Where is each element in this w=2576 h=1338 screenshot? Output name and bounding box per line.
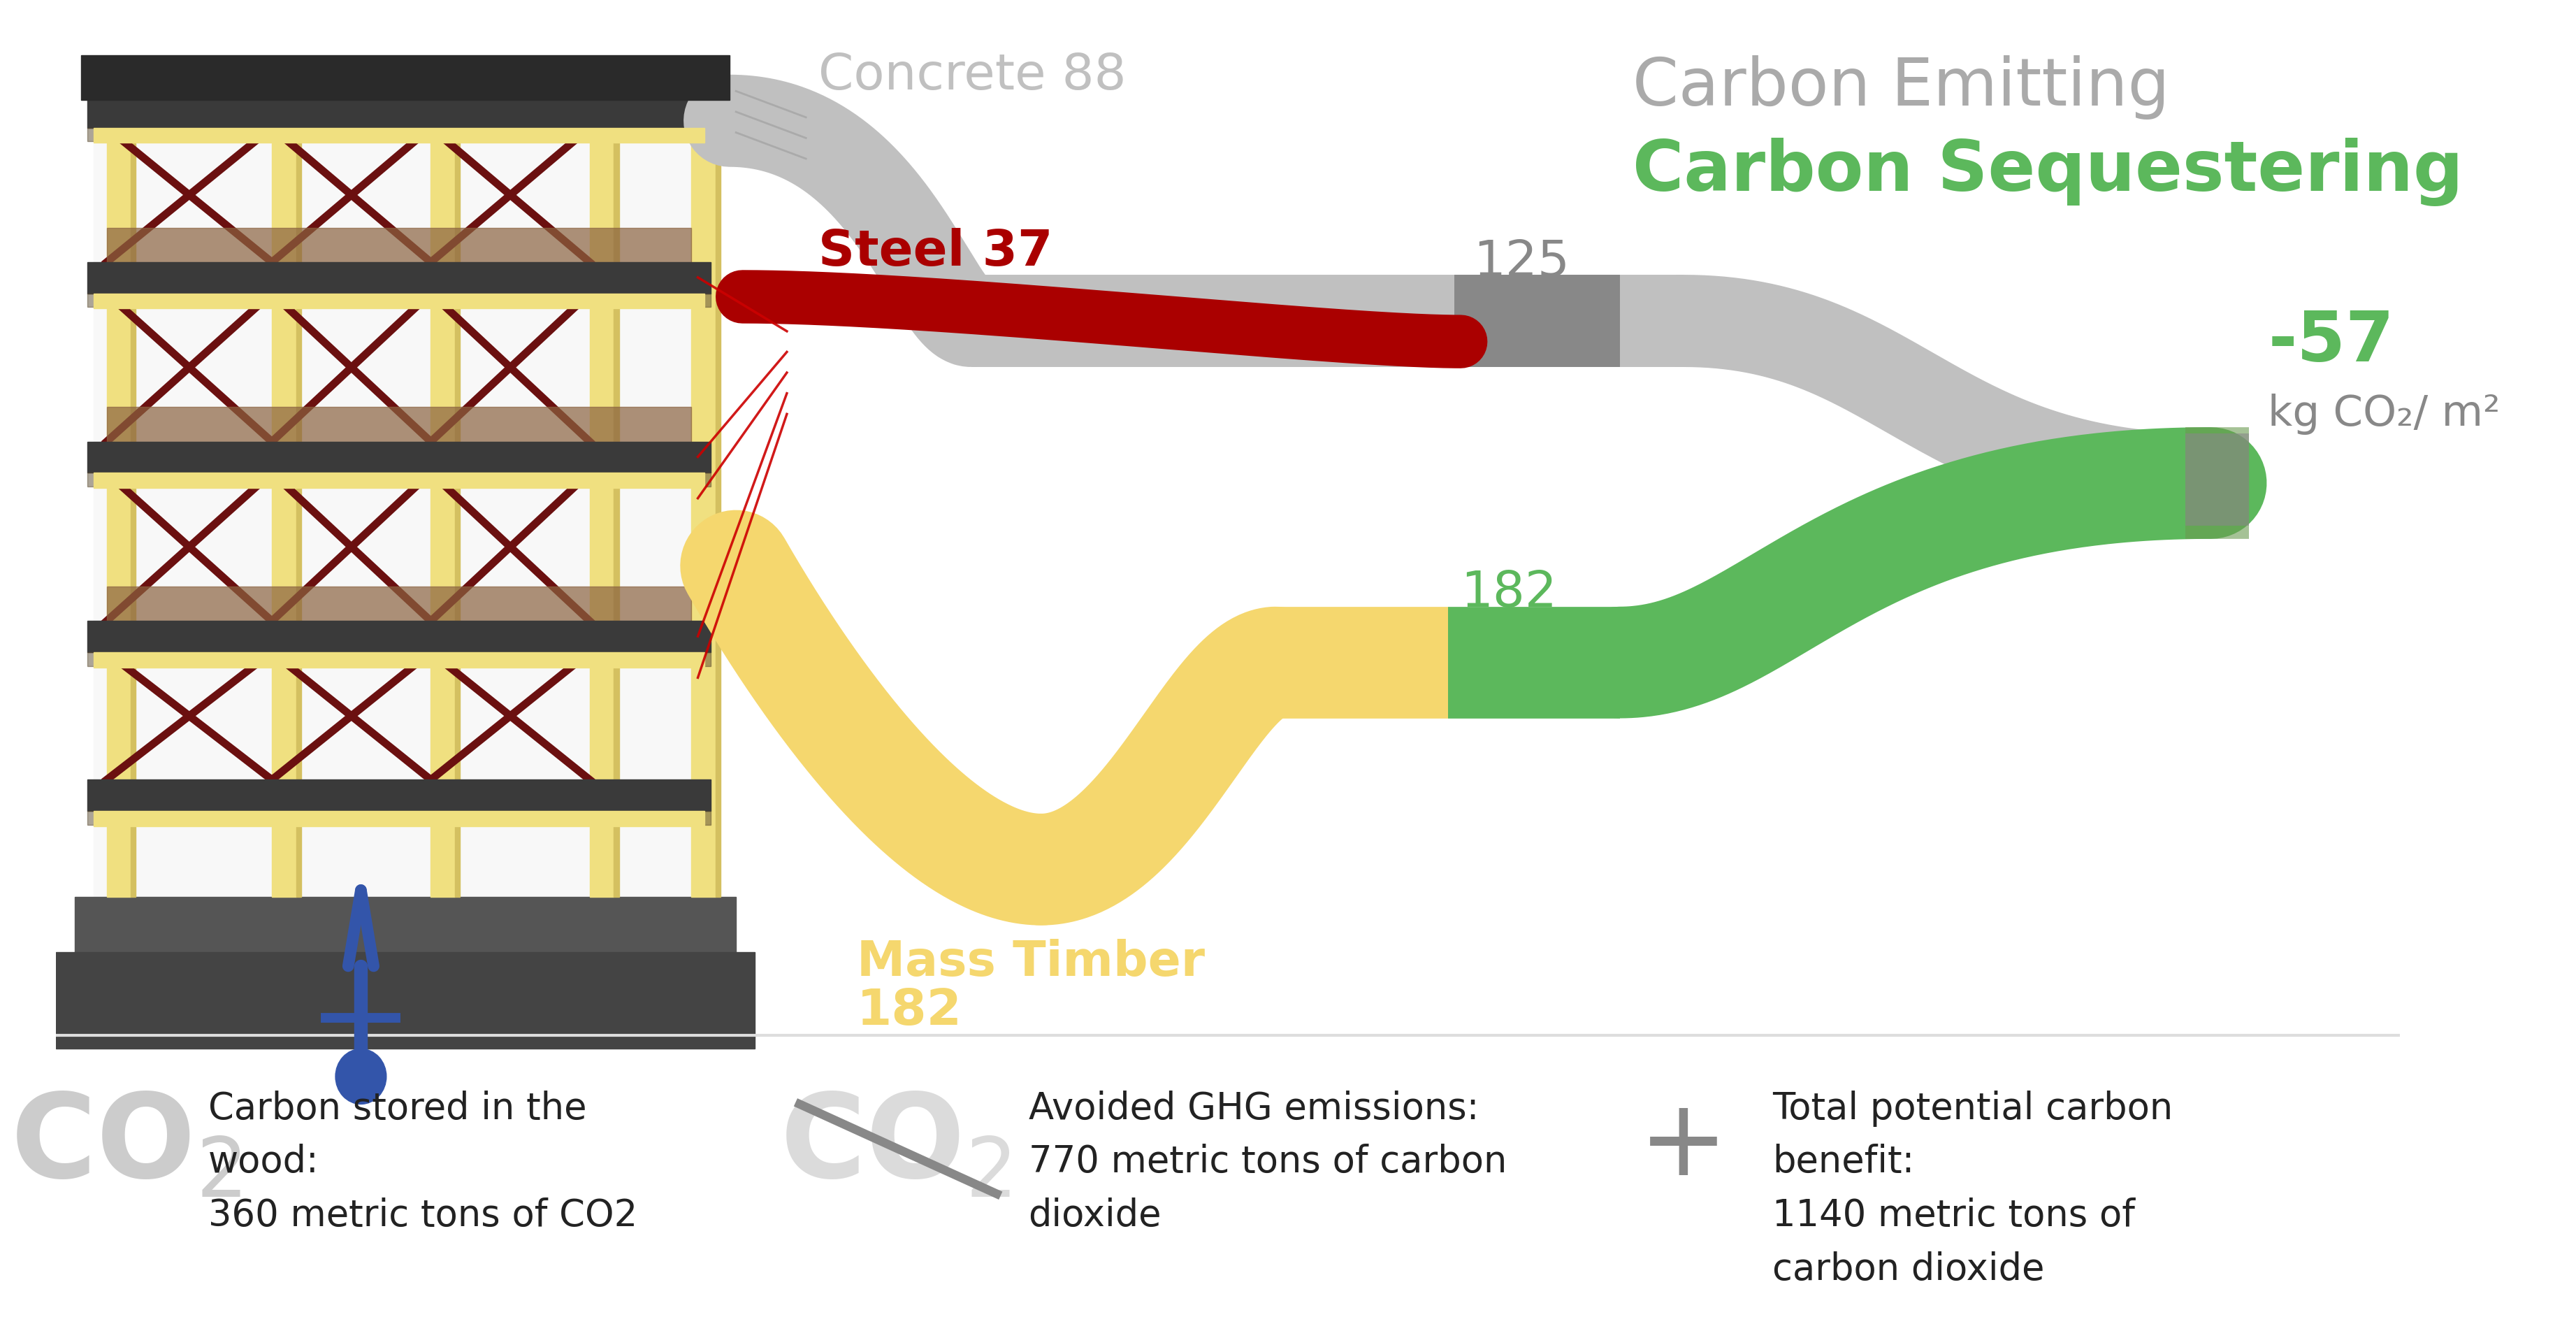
Bar bbox=[273, 96, 296, 896]
Bar bbox=[88, 780, 711, 811]
Bar bbox=[93, 472, 703, 488]
Bar bbox=[296, 96, 301, 896]
Bar bbox=[613, 96, 618, 896]
Bar bbox=[88, 127, 711, 142]
Bar bbox=[106, 62, 690, 100]
Bar bbox=[93, 127, 703, 143]
Text: Concrete 88: Concrete 88 bbox=[819, 52, 1126, 100]
Text: Carbon Sequestering: Carbon Sequestering bbox=[1633, 138, 2463, 206]
Text: 125: 125 bbox=[1473, 238, 1569, 286]
Bar bbox=[716, 96, 721, 896]
Bar bbox=[75, 896, 737, 1036]
Bar bbox=[57, 953, 755, 1049]
Text: 182: 182 bbox=[1461, 570, 1556, 618]
Bar bbox=[93, 293, 703, 309]
Bar bbox=[106, 586, 690, 625]
Bar bbox=[93, 652, 703, 668]
Bar bbox=[690, 96, 716, 896]
Text: Steel 37: Steel 37 bbox=[819, 227, 1054, 276]
Text: CO$_2$: CO$_2$ bbox=[781, 1089, 1010, 1203]
Bar bbox=[93, 96, 703, 896]
Bar bbox=[88, 293, 711, 308]
Text: +: + bbox=[1638, 1093, 1728, 1198]
Text: kg CO₂/ m²: kg CO₂/ m² bbox=[2267, 393, 2499, 435]
Bar bbox=[88, 442, 711, 472]
Bar bbox=[88, 621, 711, 652]
Circle shape bbox=[335, 1049, 386, 1104]
Text: -57: -57 bbox=[2267, 308, 2393, 376]
Text: CO$_2$: CO$_2$ bbox=[10, 1089, 242, 1203]
Text: Avoided GHG emissions:
770 metric tons of carbon
dioxide: Avoided GHG emissions: 770 metric tons o… bbox=[1028, 1090, 1507, 1234]
Bar bbox=[456, 96, 461, 896]
Bar bbox=[82, 55, 729, 100]
Text: Carbon stored in the
wood:
360 metric tons of CO2: Carbon stored in the wood: 360 metric to… bbox=[209, 1090, 636, 1234]
Bar bbox=[88, 652, 711, 666]
Bar bbox=[88, 262, 711, 293]
Bar bbox=[430, 96, 456, 896]
Text: Total potential carbon
benefit:
1140 metric tons of
carbon dioxide: Total potential carbon benefit: 1140 met… bbox=[1772, 1090, 2172, 1287]
Bar bbox=[106, 227, 690, 266]
Bar bbox=[93, 811, 703, 826]
Bar bbox=[590, 96, 613, 896]
Bar bbox=[131, 96, 137, 896]
Bar bbox=[88, 472, 711, 487]
Bar bbox=[88, 811, 711, 824]
Text: 182: 182 bbox=[858, 987, 961, 1036]
Text: Mass Timber: Mass Timber bbox=[858, 938, 1206, 985]
Bar bbox=[106, 96, 131, 896]
Text: Carbon Emitting: Carbon Emitting bbox=[1633, 55, 2169, 119]
Bar bbox=[88, 96, 711, 127]
Bar bbox=[106, 407, 690, 446]
